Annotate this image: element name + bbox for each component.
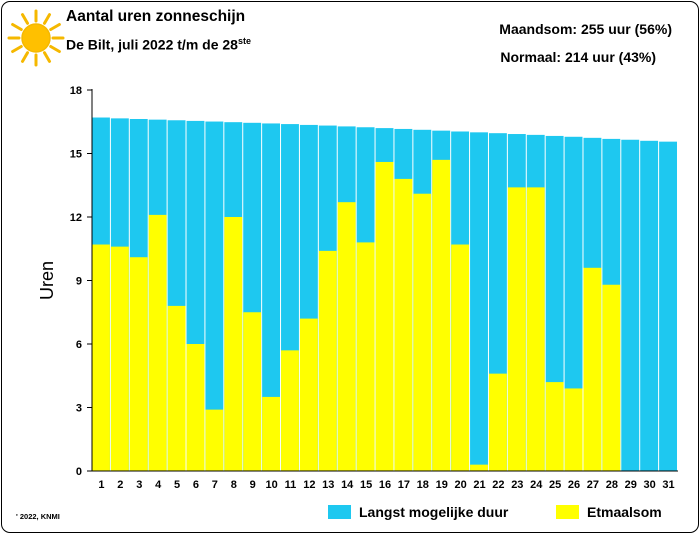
x-tick-label: 30 bbox=[644, 479, 656, 491]
sun-ray bbox=[43, 51, 51, 63]
bar-max-duration bbox=[564, 136, 583, 472]
monthly-sum-stat: Maandsom: 255 uur (56%) bbox=[499, 21, 672, 37]
chart-subtitle: De Bilt, juli 2022 t/m de 28ste bbox=[66, 36, 251, 53]
bar-daily-sum bbox=[375, 161, 394, 471]
bar-max-duration bbox=[621, 139, 640, 471]
sun-disc bbox=[21, 23, 51, 53]
y-tick-label: 0 bbox=[76, 466, 82, 478]
bar-daily-sum bbox=[356, 242, 375, 471]
bar-daily-sum bbox=[243, 312, 262, 471]
bar-daily-sum bbox=[318, 250, 337, 471]
normal-stat: Normaal: 214 uur (43%) bbox=[500, 49, 656, 65]
bar-daily-sum bbox=[110, 246, 129, 471]
bar-daily-sum bbox=[526, 187, 545, 471]
credit-text: ' 2022, KNMI bbox=[16, 512, 60, 521]
bar-daily-sum bbox=[337, 202, 356, 471]
x-tick-label: 6 bbox=[193, 479, 199, 491]
sun-ray bbox=[21, 13, 29, 25]
bar-daily-sum bbox=[413, 193, 432, 471]
x-tick-label: 11 bbox=[285, 479, 297, 491]
sun-ray bbox=[11, 23, 23, 31]
y-tick-label: 12 bbox=[70, 212, 82, 224]
bar-daily-sum bbox=[129, 257, 148, 471]
x-tick-label: 4 bbox=[155, 479, 162, 491]
x-tick-label: 15 bbox=[360, 479, 372, 491]
bar-daily-sum bbox=[432, 159, 451, 471]
x-tick-label: 29 bbox=[625, 479, 637, 491]
x-tick-label: 27 bbox=[587, 479, 599, 491]
sun-ray bbox=[21, 51, 29, 63]
x-tick-label: 5 bbox=[174, 479, 180, 491]
x-tick-label: 19 bbox=[436, 479, 448, 491]
x-tick-label: 22 bbox=[492, 479, 504, 491]
bar-max-duration bbox=[640, 140, 659, 472]
subtitle-superscript: ste bbox=[237, 36, 251, 46]
bar-daily-sum bbox=[602, 284, 621, 471]
bar-daily-sum bbox=[281, 350, 299, 471]
bar-max-duration bbox=[659, 141, 677, 471]
y-tick-label: 3 bbox=[76, 403, 82, 415]
x-tick-label: 20 bbox=[454, 479, 466, 491]
bar-daily-sum bbox=[507, 187, 526, 471]
x-tick-label: 16 bbox=[379, 479, 391, 491]
legend-swatch-daily-sum bbox=[556, 505, 579, 519]
x-tick-label: 14 bbox=[341, 479, 354, 491]
sun-ray bbox=[49, 23, 61, 31]
sun-ray bbox=[49, 45, 61, 53]
bar-daily-sum bbox=[205, 409, 224, 471]
bar-max-duration bbox=[470, 132, 488, 472]
x-tick-label: 23 bbox=[511, 479, 523, 491]
bar-daily-sum bbox=[186, 344, 205, 471]
x-tick-label: 7 bbox=[212, 479, 218, 491]
x-tick-label: 28 bbox=[606, 479, 618, 491]
y-tick-label: 9 bbox=[76, 276, 82, 288]
x-tick-label: 2 bbox=[117, 479, 123, 491]
x-tick-label: 13 bbox=[322, 479, 334, 491]
x-tick-label: 25 bbox=[549, 479, 561, 491]
x-tick-label: 31 bbox=[662, 479, 674, 491]
sun-ray bbox=[43, 13, 51, 25]
x-tick-label: 3 bbox=[136, 479, 142, 491]
sun-ray bbox=[11, 45, 23, 53]
sun-icon bbox=[7, 9, 65, 67]
x-tick-label: 8 bbox=[231, 479, 237, 491]
subtitle-text: De Bilt, juli 2022 t/m de 28 bbox=[66, 36, 238, 53]
bar-daily-sum bbox=[224, 217, 243, 471]
x-tick-label: 21 bbox=[473, 479, 485, 491]
x-tick-label: 1 bbox=[98, 479, 104, 491]
x-tick-label: 10 bbox=[265, 479, 277, 491]
bar-daily-sum bbox=[262, 396, 281, 471]
bar-daily-sum bbox=[451, 244, 470, 471]
legend-swatch-max-duration bbox=[328, 505, 351, 519]
chart-title: Aantal uren zonneschijn bbox=[66, 8, 246, 25]
bar-daily-sum bbox=[488, 373, 507, 471]
bar-daily-sum bbox=[470, 464, 488, 471]
y-tick-label: 6 bbox=[76, 339, 82, 351]
y-tick-label: 15 bbox=[70, 149, 82, 161]
legend-label-max-duration: Langst mogelijke duur bbox=[359, 504, 509, 520]
bar-daily-sum bbox=[299, 318, 318, 471]
bar-daily-sum bbox=[545, 382, 564, 471]
bar-daily-sum bbox=[148, 214, 167, 471]
bar-daily-sum bbox=[583, 267, 602, 471]
y-tick-label: 18 bbox=[70, 85, 82, 97]
bar-max-duration bbox=[262, 123, 281, 472]
legend-label-daily-sum: Etmaalsom bbox=[587, 504, 662, 520]
x-tick-label: 12 bbox=[303, 479, 315, 491]
y-axis-title: Uren bbox=[37, 261, 57, 300]
legend-item-daily-sum: Etmaalsom bbox=[556, 502, 662, 522]
x-tick-label: 18 bbox=[417, 479, 429, 491]
bar-daily-sum bbox=[92, 244, 110, 471]
bar-daily-sum bbox=[167, 305, 186, 471]
x-tick-label: 26 bbox=[568, 479, 580, 491]
bar-daily-sum bbox=[564, 388, 583, 471]
x-tick-label: 9 bbox=[250, 479, 256, 491]
bar-max-duration bbox=[205, 121, 224, 471]
x-tick-label: 17 bbox=[398, 479, 410, 491]
legend-item-max-duration: Langst mogelijke duur bbox=[328, 502, 508, 522]
bar-daily-sum bbox=[394, 178, 413, 471]
x-tick-label: 24 bbox=[530, 479, 543, 491]
